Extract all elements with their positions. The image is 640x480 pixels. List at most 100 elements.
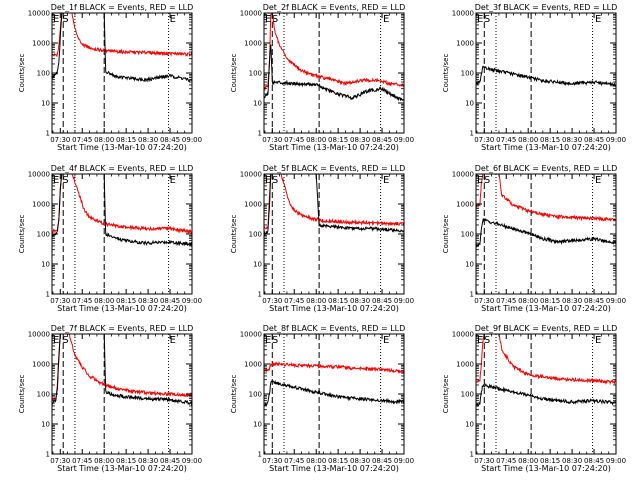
event-marker-e: E (383, 14, 389, 25)
x-tick-label: 08:45 (160, 297, 180, 305)
y-tick-label: 1 (258, 130, 262, 138)
series-lld-line (52, 174, 192, 235)
y-tick-label: 10 (41, 261, 50, 269)
event-marker-e: E (477, 175, 483, 186)
y-tick-label: 100 (249, 391, 262, 399)
x-axis-label: Start Time (13-Mar-10 07:24:20) (481, 143, 611, 152)
x-tick-label: 08:00 (518, 297, 538, 305)
y-tick-label: 1 (46, 291, 50, 299)
y-tick-label: 10 (465, 261, 474, 269)
x-tick-label: 07:30 (50, 457, 70, 465)
y-tick-label: 10 (41, 100, 50, 108)
x-axis-label: Start Time (13-Mar-10 07:24:20) (269, 464, 399, 473)
plot-area (52, 174, 192, 294)
y-axis-label: Counts/sec (442, 215, 450, 254)
y-tick-label: 10000 (28, 10, 50, 18)
event-marker-s: S (272, 14, 278, 25)
x-tick-label: 08:45 (160, 457, 180, 465)
x-tick-label: 07:30 (50, 297, 70, 305)
x-axis-label: Start Time (13-Mar-10 07:24:20) (57, 464, 187, 473)
y-tick-label: 100 (461, 391, 474, 399)
x-axis-label: Start Time (13-Mar-10 07:24:20) (481, 304, 611, 313)
x-tick-label: 07:45 (72, 136, 92, 144)
event-marker-s: S (484, 175, 490, 186)
y-tick-label: 100 (249, 231, 262, 239)
x-tick-label: 07:30 (474, 457, 494, 465)
y-tick-label: 100 (461, 70, 474, 78)
y-tick-label: 10000 (240, 10, 262, 18)
y-tick-label: 1 (470, 130, 474, 138)
y-tick-label: 1000 (32, 201, 50, 209)
x-tick-label: 08:30 (138, 297, 158, 305)
chart-panel-1: Det_1f BLACK = Events, RED = LLD 1 10 100 10… (18, 3, 202, 152)
y-tick-label: 1 (258, 451, 262, 459)
y-tick-label: 100 (37, 391, 50, 399)
y-tick-label: 1000 (244, 40, 262, 48)
event-marker-e: E (265, 14, 271, 25)
y-tick-label: 1000 (32, 361, 50, 369)
x-tick-label: 07:30 (474, 297, 494, 305)
x-tick-label: 07:45 (284, 457, 304, 465)
y-tick-label: 100 (37, 231, 50, 239)
chart-title: Det_9f BLACK = Events, RED = LLD (475, 324, 618, 333)
x-tick-label: 08:30 (562, 297, 582, 305)
y-axis-label: Counts/sec (230, 215, 238, 254)
x-tick-label: 08:45 (372, 297, 392, 305)
series-events-line (476, 65, 616, 88)
y-tick-label: 1 (46, 451, 50, 459)
plot-area (264, 13, 404, 133)
x-tick-label: 07:45 (496, 457, 516, 465)
x-tick-label: 08:30 (350, 457, 370, 465)
y-tick-label: 100 (249, 70, 262, 78)
y-tick-label: 1 (258, 291, 262, 299)
axis-frame (51, 173, 193, 295)
y-tick-label: 10000 (452, 10, 474, 18)
event-marker-e: E (265, 175, 271, 186)
x-tick-label: 07:30 (262, 297, 282, 305)
y-tick-label: 1000 (244, 201, 262, 209)
x-tick-label: 08:45 (584, 297, 604, 305)
x-tick-label: 09:00 (606, 297, 626, 305)
chart-title: Det_2f BLACK = Events, RED = LLD (263, 3, 406, 12)
event-marker-s: S (62, 14, 68, 25)
event-marker-e: E (595, 14, 601, 25)
plot-area (264, 174, 404, 294)
x-tick-label: 08:30 (138, 457, 158, 465)
x-tick-label: 07:45 (496, 297, 516, 305)
x-tick-label: 09:00 (394, 457, 414, 465)
y-axis-label: Counts/sec (442, 54, 450, 93)
x-tick-label: 09:00 (606, 457, 626, 465)
plot-area (476, 174, 616, 294)
x-tick-label: 08:00 (94, 136, 114, 144)
x-tick-label: 08:15 (328, 297, 348, 305)
y-tick-label: 100 (461, 231, 474, 239)
x-tick-label: 08:45 (584, 136, 604, 144)
x-tick-label: 08:00 (518, 457, 538, 465)
event-marker-s: S (272, 335, 278, 346)
x-axis-label: Start Time (13-Mar-10 07:24:20) (269, 304, 399, 313)
chart-panel-3: Det_3f BLACK = Events, RED = LLD 1 10 100 10… (442, 3, 626, 152)
x-tick-label: 08:00 (518, 136, 538, 144)
event-marker-e: E (595, 335, 601, 346)
y-tick-label: 1000 (244, 361, 262, 369)
x-tick-label: 08:15 (328, 457, 348, 465)
x-tick-label: 09:00 (394, 136, 414, 144)
chart-panel-8: Det_8f BLACK = Events, RED = LLD 1 10 100 10… (230, 324, 414, 473)
chart-title: Det_5f BLACK = Events, RED = LLD (263, 164, 406, 173)
y-tick-label: 1000 (456, 201, 474, 209)
chart-title: Det_8f BLACK = Events, RED = LLD (263, 324, 406, 333)
event-marker-e: E (383, 175, 389, 186)
x-tick-label: 07:45 (72, 297, 92, 305)
y-axis-label: Counts/sec (18, 375, 26, 414)
plot-area (476, 13, 616, 133)
series-events-line (52, 334, 192, 407)
axis-frame (475, 173, 617, 295)
chart-title: Det_4f BLACK = Events, RED = LLD (51, 164, 194, 173)
plot-area (52, 334, 192, 454)
chart-panel-6: Det_6f BLACK = Events, RED = LLD 1 10 100 10… (442, 164, 626, 313)
x-tick-label: 08:00 (306, 297, 326, 305)
y-axis-label: Counts/sec (18, 215, 26, 254)
y-axis-label: Counts/sec (18, 54, 26, 93)
event-marker-e: E (383, 335, 389, 346)
